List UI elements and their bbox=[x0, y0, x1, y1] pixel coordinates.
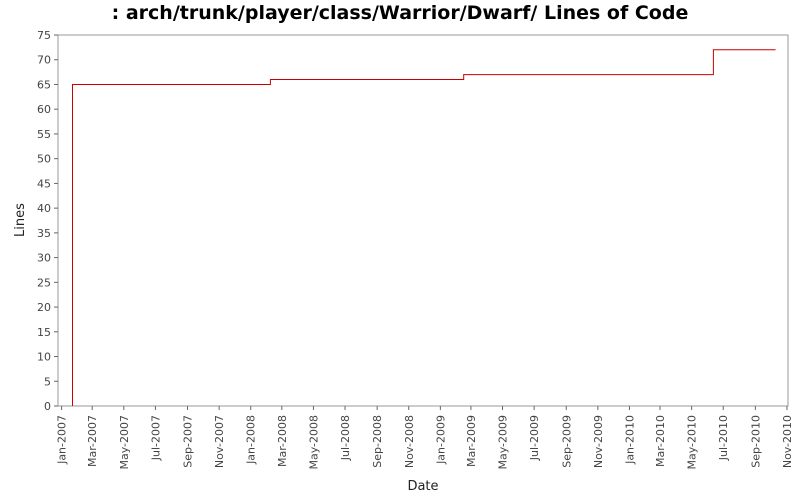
chart-title: : arch/trunk/player/class/Warrior/Dwarf/… bbox=[111, 2, 689, 24]
y-tick-label: 65 bbox=[37, 78, 51, 91]
x-tick-label: Jul-2009 bbox=[528, 415, 541, 461]
y-axis-label: Lines bbox=[13, 203, 28, 237]
x-tick-label: Mar-2009 bbox=[465, 415, 478, 467]
x-tick-label: Sep-2010 bbox=[749, 415, 762, 468]
y-tick-label: 55 bbox=[37, 128, 51, 141]
x-tick-label: May-2008 bbox=[307, 415, 320, 470]
y-tick-label: 35 bbox=[37, 227, 51, 240]
x-tick-label: Nov-2009 bbox=[592, 415, 605, 468]
x-tick-label: Sep-2007 bbox=[182, 415, 195, 468]
y-tick-label: 75 bbox=[37, 29, 51, 42]
y-tick-label: 40 bbox=[37, 202, 51, 215]
y-tick-label: 50 bbox=[37, 153, 51, 166]
plot-area bbox=[57, 34, 789, 407]
y-tick-label: 60 bbox=[37, 103, 51, 116]
x-tick-label: Jan-2008 bbox=[245, 415, 258, 465]
y-tick-label: 25 bbox=[37, 276, 51, 289]
x-axis: Jan-2007 Mar-2007 May-2007 Jul-2007 Sep-2007… bbox=[56, 406, 794, 470]
series-layer bbox=[72, 49, 776, 406]
x-tick-label: Nov-2007 bbox=[213, 415, 226, 468]
x-tick-label: Jan-2009 bbox=[434, 415, 447, 465]
x-axis-label: Date bbox=[407, 479, 438, 494]
x-tick-label: May-2010 bbox=[686, 415, 699, 470]
x-tick-label: Jul-2010 bbox=[717, 415, 730, 461]
y-tick-label: 30 bbox=[37, 252, 51, 265]
y-tick-label: 15 bbox=[37, 326, 51, 339]
y-tick-label: 70 bbox=[37, 54, 51, 67]
x-tick-label: Jan-2007 bbox=[56, 415, 69, 465]
y-axis: 0 5 10 15 20 25 30 35 40 45 50 55 60 65 70 75 bbox=[37, 29, 58, 413]
x-tick-label: Jul-2007 bbox=[149, 415, 162, 461]
x-tick-label: May-2009 bbox=[497, 415, 510, 470]
series-line bbox=[72, 49, 776, 406]
x-tick-label: Mar-2010 bbox=[654, 415, 667, 467]
x-tick-label: Nov-2010 bbox=[781, 415, 794, 468]
x-tick-label: Sep-2008 bbox=[371, 415, 384, 468]
x-tick-label: Mar-2008 bbox=[276, 415, 289, 467]
x-tick-label: May-2007 bbox=[118, 415, 131, 470]
y-tick-label: 10 bbox=[37, 351, 51, 364]
x-tick-label: Mar-2007 bbox=[86, 415, 99, 467]
y-tick-label: 0 bbox=[44, 400, 51, 413]
x-tick-label: Sep-2009 bbox=[560, 415, 573, 468]
x-tick-label: Nov-2008 bbox=[403, 415, 416, 468]
x-tick-label: Jan-2010 bbox=[623, 415, 636, 465]
x-tick-label: Jul-2008 bbox=[339, 415, 352, 461]
y-tick-label: 45 bbox=[37, 177, 51, 190]
y-tick-label: 5 bbox=[44, 375, 51, 388]
y-tick-label: 20 bbox=[37, 301, 51, 314]
